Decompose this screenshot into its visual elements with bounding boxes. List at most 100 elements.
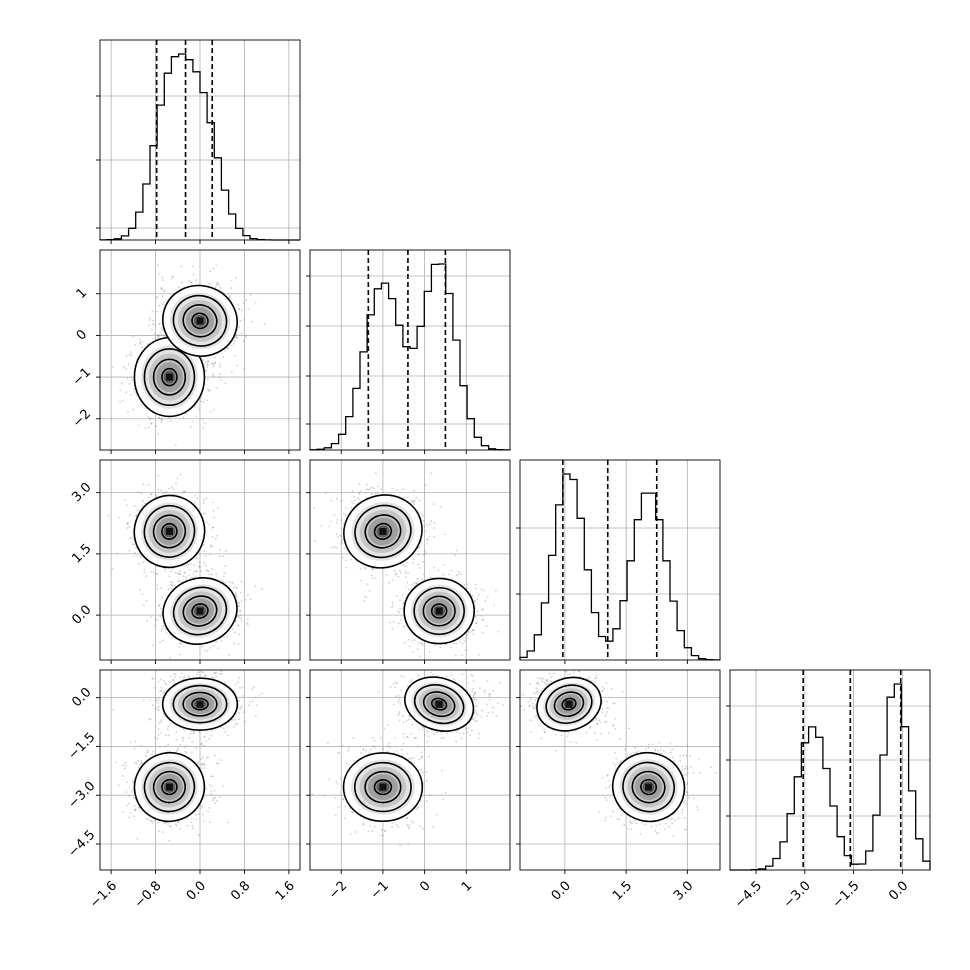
scatter-point (190, 576, 193, 579)
scatter-point (203, 649, 206, 652)
scatter-point (433, 566, 436, 569)
scatter-point (478, 653, 480, 656)
scatter-point (411, 640, 414, 643)
scatter-point (345, 559, 347, 562)
scatter-point (132, 335, 135, 338)
y-tick-label: 1.5 (69, 541, 94, 566)
scatter-point (191, 751, 193, 754)
scatter-point (335, 533, 338, 535)
contour-0-0 (133, 494, 206, 569)
scatter-point (235, 620, 237, 623)
scatter-point (251, 688, 254, 690)
scatter-point (212, 267, 214, 270)
contour-0-1 (143, 504, 196, 558)
scatter-point (157, 709, 160, 712)
scatter-point (171, 581, 174, 584)
scatter-point (426, 523, 428, 526)
scatter-point (208, 389, 211, 392)
scatter-point (217, 647, 220, 650)
scatter-point (200, 397, 203, 399)
scatter-point (121, 382, 123, 385)
scatter-point (139, 555, 142, 558)
scatter-point (156, 310, 158, 313)
scatter-point (245, 299, 248, 302)
scatter-point (159, 417, 161, 419)
scatter-point (240, 332, 243, 335)
scatter-point (476, 598, 479, 601)
scatter-point (403, 641, 406, 644)
scatter-point (217, 284, 220, 286)
scatter-point (242, 340, 245, 342)
scatter-point (164, 491, 167, 494)
scatter-point (202, 543, 205, 546)
scatter-point (430, 472, 432, 475)
scatter-point (171, 637, 173, 639)
scatter-point (416, 578, 419, 580)
panel-0-0 (96, 39, 301, 244)
scatter-point (186, 825, 189, 827)
scatter-point (179, 573, 182, 576)
scatter-point (220, 639, 223, 642)
scatter-point (159, 331, 162, 334)
scatter-point (211, 545, 214, 548)
contour-1-0 (162, 284, 238, 357)
scatter-point (244, 334, 247, 337)
scatter-point (350, 506, 353, 509)
scatter-point (432, 503, 435, 505)
scatter-point (147, 483, 150, 486)
scatter-point (160, 418, 163, 421)
scatter-point (157, 474, 160, 477)
scatter-point (161, 289, 163, 291)
scatter-point (185, 744, 188, 747)
scatter-point (194, 494, 197, 497)
scatter-point (169, 657, 171, 659)
scatter-point (192, 572, 195, 575)
scatter-point (403, 497, 406, 499)
panel-2-2 (516, 459, 721, 664)
scatter-point (454, 554, 456, 556)
scatter-point (181, 737, 184, 740)
scatter-point (158, 323, 160, 326)
scatter-point (150, 571, 153, 573)
scatter-point (227, 347, 230, 350)
scatter-point (486, 596, 489, 598)
scatter-point (236, 336, 239, 339)
scatter-point (402, 625, 405, 628)
scatter-point (185, 564, 188, 567)
scatter-point (333, 545, 336, 548)
scatter-point (202, 502, 205, 504)
scatter-point (122, 764, 124, 767)
contour-0-3 (161, 522, 178, 540)
scatter-point (455, 574, 458, 577)
scatter-point (155, 425, 157, 427)
scatter-point (219, 286, 222, 289)
scatter-point (159, 615, 162, 617)
scatter-point (161, 596, 164, 599)
scatter-point (191, 420, 194, 423)
scatter-point (237, 601, 240, 603)
scatter-point (397, 575, 400, 578)
y-tick-label: 0.0 (69, 602, 94, 627)
scatter-point (232, 342, 235, 345)
scatter-point (150, 423, 153, 425)
scatter-point (437, 569, 440, 572)
scatter-point (180, 265, 182, 268)
scatter-point (179, 642, 181, 645)
scatter-point (393, 620, 395, 623)
scatter-point (130, 351, 132, 353)
scatter-point (255, 704, 258, 706)
scatter-point (231, 719, 234, 721)
scatter-point (401, 594, 404, 597)
scatter-point (463, 583, 466, 586)
scatter-point (156, 573, 159, 575)
scatter-point (350, 500, 353, 503)
scatter-point (494, 589, 497, 592)
scatter-point (218, 555, 221, 557)
scatter-point (254, 301, 257, 304)
scatter-point (340, 535, 343, 538)
scatter-point (135, 514, 138, 517)
y-tick-label: −1 (70, 365, 94, 389)
scatter-point (130, 790, 133, 793)
scatter-point (421, 513, 423, 516)
panel-1-1 (306, 249, 511, 454)
